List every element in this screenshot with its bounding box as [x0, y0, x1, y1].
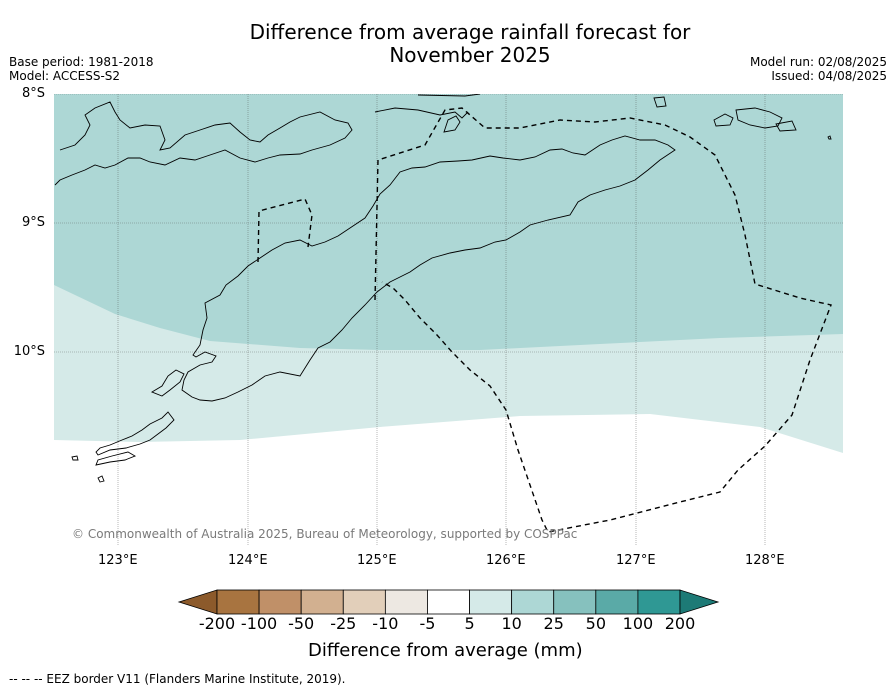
- colorbar-tick-label: 10: [501, 614, 522, 633]
- small-island-1: [653, 96, 667, 108]
- colorbar-tick-label: 50: [585, 614, 606, 633]
- colorbar-swatch: [427, 589, 470, 615]
- savu-island-coast: [95, 411, 175, 456]
- lon-tick-124e: 124°E: [228, 553, 268, 568]
- colorbar-swatch: [300, 589, 344, 615]
- alor-islands-coast: [54, 101, 353, 186]
- colorbar-swatch: [595, 589, 639, 615]
- colorbar-tick-label: 100: [622, 614, 654, 633]
- colorbar-tick-label: -5: [419, 614, 436, 633]
- lat-tick-9s: 9°S: [21, 215, 45, 230]
- coastlines: [54, 94, 832, 483]
- lon-tick-126e: 126°E: [486, 553, 526, 568]
- copyright-text: © Commonwealth of Australia 2025, Bureau…: [72, 527, 578, 541]
- model-run-text: Model run: 02/08/2025: [749, 55, 887, 69]
- small-island-5: [417, 94, 481, 97]
- lat-tick-8s: 8°S: [21, 86, 45, 101]
- rote-island-coast: [150, 369, 185, 397]
- colorbar-extend-high: [679, 589, 720, 615]
- lat-tick-10s: 10°S: [13, 344, 45, 359]
- colorbar-title: Difference from average (mm): [308, 640, 583, 661]
- colorbar-swatch: [342, 589, 386, 615]
- colorbar-tick-label: 200: [664, 614, 696, 633]
- model-text: Model: ACCESS-S2: [9, 69, 121, 83]
- colorbar-swatch: [384, 589, 428, 615]
- lon-tick-128e: 128°E: [745, 553, 785, 568]
- colorbar-tick-label: 5: [464, 614, 475, 633]
- small-island-2: [713, 113, 734, 127]
- colorbar-swatch: [469, 589, 513, 615]
- colorbar-tick-label: -100: [240, 614, 278, 633]
- atauro-coast: [443, 115, 461, 133]
- small-island-4: [775, 120, 797, 132]
- timor-island-coast: [181, 135, 676, 402]
- colorbar-tick-label: -200: [198, 614, 236, 633]
- colorbar-swatch: [511, 589, 555, 615]
- zone-10-to-25: [54, 94, 843, 350]
- small-island-8: [71, 455, 79, 461]
- wetar-coast: [374, 107, 469, 119]
- colorbar-swatch: [216, 589, 260, 615]
- map-area: [54, 94, 843, 546]
- colorbar-swatch: [258, 589, 302, 615]
- lon-tick-125e: 125°E: [357, 553, 397, 568]
- colorbar-tick-label: -10: [372, 614, 399, 633]
- gridlines: [54, 94, 843, 546]
- map-title-line1: Difference from average rainfall forecas…: [249, 20, 691, 44]
- small-island-9: [827, 135, 832, 140]
- eez-border: [257, 107, 832, 533]
- colorbar-extend-low: [177, 589, 218, 615]
- colorbar-swatch: [553, 589, 597, 615]
- lon-tick-123e: 123°E: [98, 553, 138, 568]
- colorbar-tick-label: 25: [543, 614, 564, 633]
- small-island-6: [95, 451, 137, 466]
- small-island-3: [735, 107, 783, 129]
- base-period-text: Base period: 1981-2018: [9, 55, 154, 69]
- lon-tick-127e: 127°E: [616, 553, 656, 568]
- eez-footnote: -- -- -- EEZ border V11 (Flanders Marine…: [9, 672, 346, 686]
- issued-text: Issued: 04/08/2025: [771, 69, 887, 83]
- colorbar-swatch: [637, 589, 681, 615]
- colorbar-tick-label: -25: [330, 614, 357, 633]
- map-title-line2: November 2025: [389, 43, 551, 67]
- small-island-7: [97, 475, 105, 483]
- colorbar-tick-label: -50: [288, 614, 315, 633]
- colorbar: [177, 589, 720, 615]
